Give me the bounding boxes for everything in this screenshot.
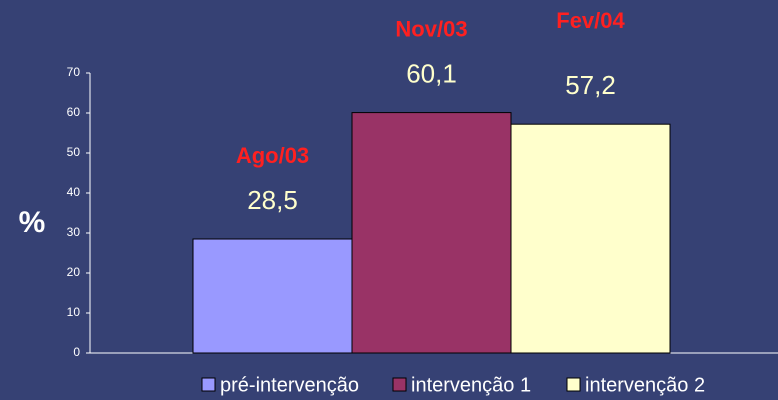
y-tick-label: 30 (67, 225, 81, 239)
legend-swatch (201, 377, 216, 392)
value-label: 60,1 (406, 58, 457, 88)
y-axis-label: % (19, 206, 46, 239)
y-tick-label: 60 (67, 105, 81, 119)
bar (351, 112, 512, 354)
bar (192, 238, 353, 354)
y-tick-label: 20 (67, 265, 81, 279)
annotation: Nov/03 (395, 16, 467, 41)
y-tick-label: 50 (67, 145, 81, 159)
legend-label: intervenção 2 (585, 374, 705, 396)
y-tick-label: 70 (67, 65, 81, 79)
legend-label: pré-intervenção (220, 374, 359, 396)
legend-label: intervenção 1 (411, 374, 531, 396)
value-label: 28,5 (247, 185, 298, 215)
y-tick-label: 0 (73, 345, 80, 359)
annotation: Ago/03 (236, 143, 309, 168)
bar (510, 123, 671, 354)
value-label: 57,2 (565, 70, 616, 100)
y-tick-label: 40 (67, 185, 81, 199)
legend-swatch (566, 377, 581, 392)
annotation: Fev/04 (556, 8, 625, 33)
y-tick-label: 10 (67, 305, 81, 319)
legend-swatch (392, 377, 407, 392)
